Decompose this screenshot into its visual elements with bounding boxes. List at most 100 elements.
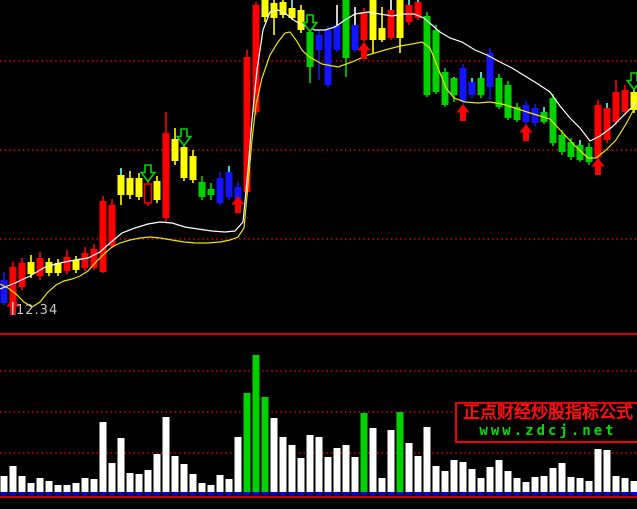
volume-bar — [594, 449, 602, 495]
candle-body — [81, 253, 89, 268]
candle-body — [252, 5, 260, 112]
candle-body — [504, 85, 512, 118]
volume-bar — [504, 471, 512, 495]
price-low-label: 12.34 — [16, 303, 59, 318]
candle-body — [27, 262, 35, 274]
candle-body — [378, 28, 386, 40]
volume-bar-base — [9, 492, 17, 495]
candle-body — [54, 263, 62, 273]
buy-arrow-icon — [357, 42, 371, 59]
buy-arrow-icon — [591, 158, 605, 175]
volume-bar — [333, 448, 341, 495]
candle-body — [459, 68, 467, 102]
volume-bar-base — [549, 492, 557, 495]
candle-body — [153, 181, 161, 200]
volume-bar-base — [216, 492, 224, 495]
volume-bar — [279, 437, 287, 495]
volume-bar — [189, 474, 197, 495]
candle-body — [360, 12, 368, 40]
volume-bar — [396, 412, 404, 495]
sell-arrow-icon — [625, 72, 637, 91]
volume-bar — [99, 422, 107, 495]
volume-bar — [27, 483, 35, 495]
band-lower-line — [0, 31, 637, 308]
candle-body — [387, 10, 395, 38]
volume-bar-base — [324, 492, 332, 495]
candle-body — [216, 178, 224, 203]
candle-body — [135, 178, 143, 197]
volume-bar — [153, 454, 161, 495]
volume-bar — [108, 463, 116, 495]
volume-bar — [297, 458, 305, 495]
candle-body — [423, 16, 431, 95]
volume-bar — [441, 471, 449, 495]
volume-bar-base — [396, 492, 404, 495]
volume-bar-base — [567, 492, 575, 495]
volume-bar-base — [45, 492, 53, 495]
volume-bar — [9, 466, 17, 495]
volume-bar — [513, 478, 521, 495]
low-price-tick — [12, 302, 14, 315]
volume-bar — [495, 460, 503, 495]
candle-body — [324, 30, 332, 85]
volume-bar-base — [207, 492, 215, 495]
volume-bar — [45, 481, 53, 495]
volume-bar-base — [630, 492, 637, 495]
candle-body — [621, 90, 629, 112]
volume-bar — [378, 478, 386, 495]
candle-body — [477, 78, 485, 95]
volume-bar-base — [243, 492, 251, 495]
candle-body — [513, 107, 521, 120]
volume-bar-base — [234, 492, 242, 495]
candle-body — [279, 2, 287, 15]
candle-body — [306, 32, 314, 67]
volume-bar-base — [594, 492, 602, 495]
candle-body — [261, 0, 269, 17]
volume-bar-base — [513, 492, 521, 495]
candle-body — [9, 267, 17, 305]
signal-arrows — [6, 14, 637, 315]
volume-bar — [549, 468, 557, 495]
volume-bar-base — [540, 492, 548, 495]
volume-bar — [270, 418, 278, 495]
volume-bar — [198, 483, 206, 495]
volume-bar — [459, 462, 467, 495]
volume-bar-base — [162, 492, 170, 495]
volume-bar-base — [423, 492, 431, 495]
volume-bar — [261, 397, 269, 495]
candle-body — [207, 189, 215, 195]
candle-body — [432, 30, 440, 92]
candle-body — [63, 257, 71, 271]
candles — [0, 0, 637, 315]
volume-bar-base — [81, 492, 89, 495]
volume-bar — [225, 479, 233, 495]
volume-bar — [18, 476, 26, 495]
volume-bar-base — [0, 492, 8, 495]
volume-bar — [477, 478, 485, 495]
candle-body — [495, 78, 503, 107]
volume-bar-base — [189, 492, 197, 495]
candle-body — [288, 8, 296, 18]
candle-body — [333, 25, 341, 50]
candle-body — [603, 108, 611, 140]
volume-bar — [207, 485, 215, 495]
volume-bar-base — [621, 492, 629, 495]
volume-bar — [135, 474, 143, 495]
volume-bar-base — [171, 492, 179, 495]
volume-bar-base — [36, 492, 44, 495]
candle-body — [143, 183, 153, 204]
volume-bar — [531, 477, 539, 495]
volume-bar-base — [387, 492, 395, 495]
volume-bar — [414, 456, 422, 495]
band-upper-line — [0, 9, 637, 290]
watermark-url: www.zdcj.net — [479, 423, 617, 439]
volume-bar — [342, 445, 350, 495]
candle-body — [243, 57, 251, 192]
volume-bar-base — [603, 492, 611, 495]
volume-bar — [369, 428, 377, 495]
candle-body — [72, 260, 80, 270]
candle-body — [369, 0, 377, 40]
candle-body — [486, 53, 494, 87]
gridlines — [0, 60, 637, 498]
